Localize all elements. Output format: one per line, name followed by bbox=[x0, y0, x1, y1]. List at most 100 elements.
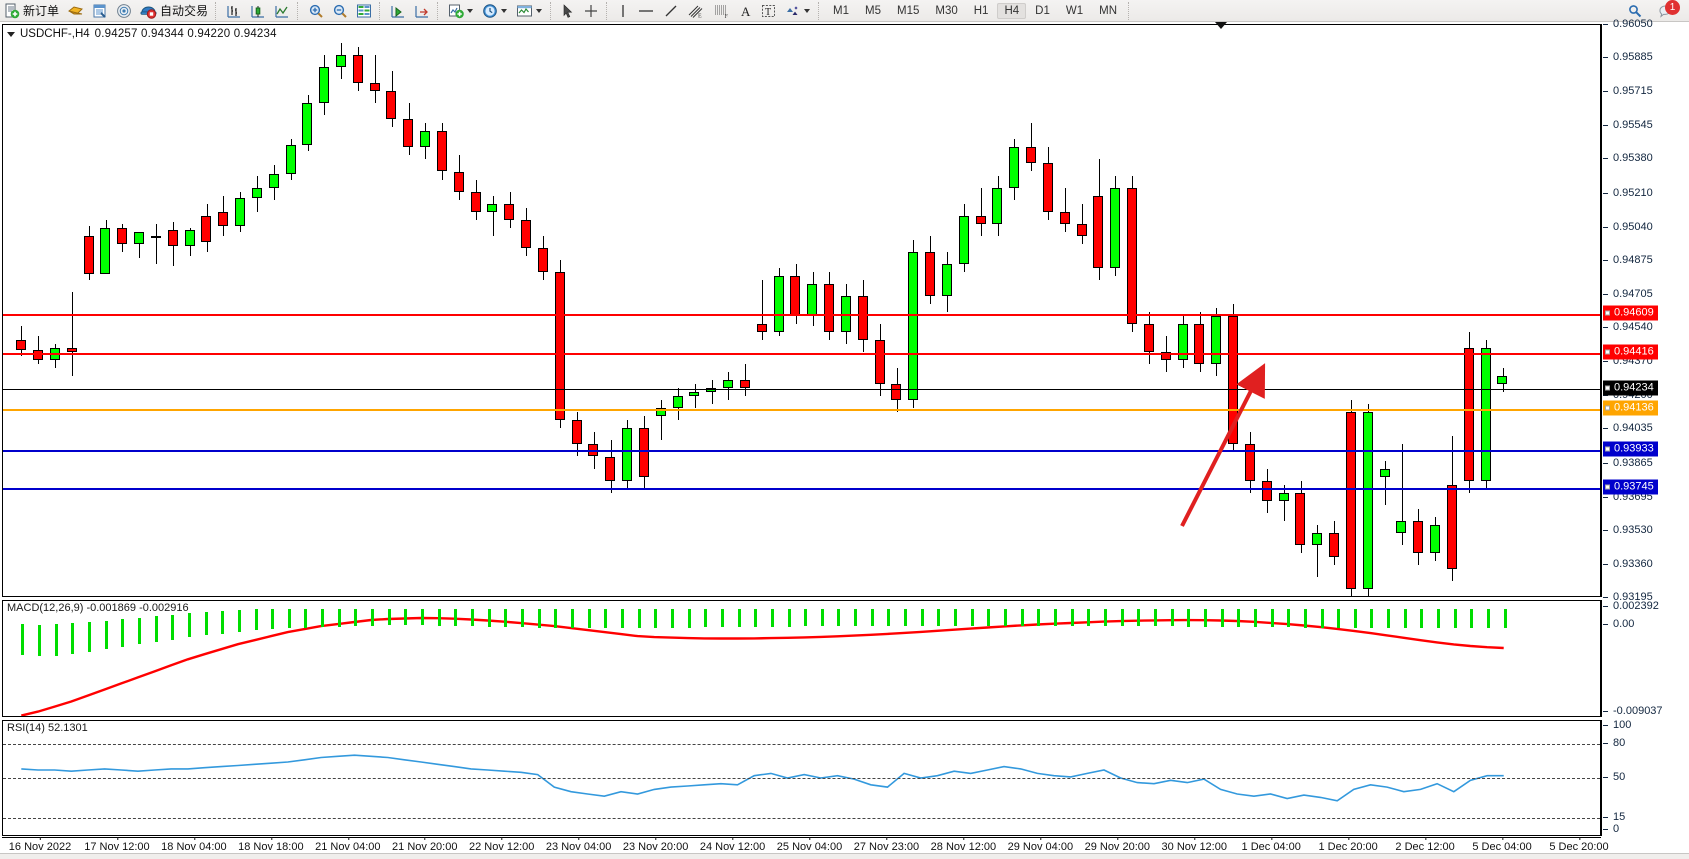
price-axis[interactable]: 0.96050 0.95885 0.95715 0.95545 0.95380 0.952… bbox=[1601, 18, 1689, 603]
ohlc-values: 0.94257 0.94344 0.94220 0.94234 bbox=[94, 28, 277, 40]
market-watch-button[interactable] bbox=[64, 1, 87, 21]
macd-pane[interactable]: MACD(12,26,9) -0.001869 -0.002916 bbox=[2, 600, 1601, 717]
time-tick: 1 Dec 04:00 bbox=[1241, 837, 1301, 853]
timeframe-mn[interactable]: MN bbox=[1099, 4, 1117, 17]
level-line-support[interactable] bbox=[3, 487, 1600, 490]
macd-histogram-bar bbox=[1154, 609, 1157, 627]
macd-histogram-bar bbox=[88, 621, 91, 652]
chevron-down-icon[interactable] bbox=[501, 8, 508, 13]
time-tick: 23 Nov 20:00 bbox=[622, 837, 689, 853]
bar-chart-button[interactable] bbox=[223, 1, 245, 21]
level-line-resistance[interactable] bbox=[3, 352, 1600, 355]
macd-tick: 0.002392 bbox=[1602, 600, 1689, 612]
chart-grid-button[interactable] bbox=[353, 1, 375, 21]
candle-body bbox=[100, 227, 111, 274]
timeframe-h1[interactable]: H1 bbox=[973, 4, 989, 17]
timeframe-h4[interactable]: H4 bbox=[997, 2, 1027, 19]
timeframe-m1[interactable]: M1 bbox=[833, 4, 850, 17]
macd-label: MACD(12,26,9) -0.001869 -0.002916 bbox=[7, 602, 189, 614]
vertical-line-tool[interactable] bbox=[614, 1, 632, 21]
notification-button[interactable]: 1 bbox=[1655, 0, 1680, 21]
macd-histogram-bar bbox=[1137, 609, 1140, 627]
candlestick-chart-button[interactable] bbox=[247, 1, 269, 21]
level-line-resistance[interactable] bbox=[3, 314, 1600, 317]
cursor-icon bbox=[561, 3, 575, 19]
timeframe-m5[interactable]: M5 bbox=[865, 4, 881, 17]
templates-button[interactable] bbox=[513, 1, 546, 21]
fibonacci-tool[interactable]: F bbox=[710, 1, 734, 21]
price-pane[interactable]: USDCHF-,H4 0.94257 0.94344 0.94220 0.942… bbox=[2, 24, 1601, 597]
zoom-in-button[interactable] bbox=[305, 1, 327, 21]
search-button[interactable] bbox=[1624, 1, 1646, 21]
chart-shift-button[interactable] bbox=[411, 1, 433, 21]
data-window-button[interactable] bbox=[89, 1, 111, 21]
symbol-label: USDCHF-,H4 bbox=[20, 28, 90, 40]
zoom-out-button[interactable] bbox=[329, 1, 351, 21]
macd-axis[interactable]: 0.002392 0.00 -0.009037 bbox=[1601, 600, 1689, 717]
new-order-button[interactable]: 新订单 bbox=[1, 1, 62, 21]
level-line-current[interactable] bbox=[3, 389, 1600, 391]
price-badge-pivot[interactable]: 0.94136 bbox=[1603, 400, 1658, 416]
candle-body bbox=[639, 428, 650, 477]
level-line-support[interactable] bbox=[3, 449, 1600, 452]
auto-trading-button[interactable]: 自动交易 bbox=[137, 1, 211, 21]
candle-body bbox=[1093, 195, 1104, 268]
timeframe-m30[interactable]: M30 bbox=[935, 4, 958, 17]
period-button[interactable] bbox=[479, 1, 511, 21]
timeframe-w1[interactable]: W1 bbox=[1065, 4, 1084, 17]
macd-histogram-bar bbox=[654, 609, 657, 628]
trendline-icon bbox=[663, 3, 679, 19]
navigator-button[interactable] bbox=[113, 1, 135, 21]
line-chart-button[interactable] bbox=[271, 1, 293, 21]
chevron-down-icon[interactable] bbox=[804, 8, 811, 13]
macd-histogram-bar bbox=[55, 624, 58, 656]
chevron-down-icon[interactable] bbox=[7, 31, 15, 37]
price-tick: 0.95040 bbox=[1602, 221, 1689, 233]
price-badge-current[interactable]: 0.94234 bbox=[1603, 380, 1658, 396]
timeframe-m15[interactable]: M15 bbox=[897, 4, 920, 17]
price-badge-support[interactable]: 0.93745 bbox=[1603, 479, 1658, 495]
macd-histogram-bar bbox=[837, 609, 840, 627]
badge-knob bbox=[1605, 446, 1610, 452]
rsi-pane[interactable]: RSI(14) 52.1301 bbox=[2, 720, 1601, 836]
auto-scroll-button[interactable] bbox=[387, 1, 409, 21]
shapes-tool[interactable] bbox=[781, 1, 814, 21]
macd-histogram-bar bbox=[1004, 609, 1007, 626]
indicators-button[interactable] bbox=[445, 1, 477, 21]
candle-body bbox=[386, 91, 397, 120]
price-badge-resistance[interactable]: 0.94609 bbox=[1603, 305, 1658, 321]
price-badge-support[interactable]: 0.93933 bbox=[1603, 441, 1658, 457]
candle-body bbox=[757, 324, 768, 333]
chevron-down-icon[interactable] bbox=[467, 8, 474, 13]
candle-body bbox=[538, 247, 549, 272]
candle-body bbox=[622, 428, 633, 481]
candle-body bbox=[1312, 532, 1323, 545]
horizontal-line-tool[interactable] bbox=[634, 1, 658, 21]
time-tick: 17 Nov 12:00 bbox=[84, 837, 150, 853]
candle-body bbox=[1380, 468, 1391, 477]
badge-knob bbox=[1605, 349, 1610, 355]
toolbar-separator bbox=[437, 1, 441, 20]
text-tool[interactable]: A bbox=[736, 1, 756, 21]
candlestick-series bbox=[3, 25, 1600, 596]
equidistant-channel-tool[interactable]: E bbox=[684, 1, 708, 21]
candle-wick bbox=[1402, 444, 1403, 545]
timeframe-d1[interactable]: D1 bbox=[1035, 4, 1050, 17]
candle-body bbox=[1194, 324, 1205, 365]
time-tick: 28 Nov 12:00 bbox=[930, 837, 997, 853]
price-tick: 0.95210 bbox=[1602, 187, 1689, 199]
trendline-tool[interactable] bbox=[660, 1, 682, 21]
candle-body bbox=[1178, 324, 1189, 361]
chevron-down-icon[interactable] bbox=[536, 8, 543, 13]
macd-histogram-bar bbox=[721, 609, 724, 628]
crosshair-tool[interactable] bbox=[580, 1, 602, 21]
rsi-axis[interactable]: 100 80 50 15 0 bbox=[1601, 719, 1689, 836]
cursor-tool[interactable] bbox=[558, 1, 578, 21]
candle-body bbox=[151, 235, 162, 238]
price-badge-resistance[interactable]: 0.94416 bbox=[1603, 344, 1658, 360]
time-tick: 21 Nov 20:00 bbox=[392, 837, 458, 853]
level-line-pivot[interactable] bbox=[3, 409, 1600, 412]
text-label-tool[interactable]: T bbox=[758, 1, 779, 21]
macd-histogram-bar bbox=[1337, 609, 1340, 628]
macd-histogram-bar bbox=[304, 609, 307, 628]
